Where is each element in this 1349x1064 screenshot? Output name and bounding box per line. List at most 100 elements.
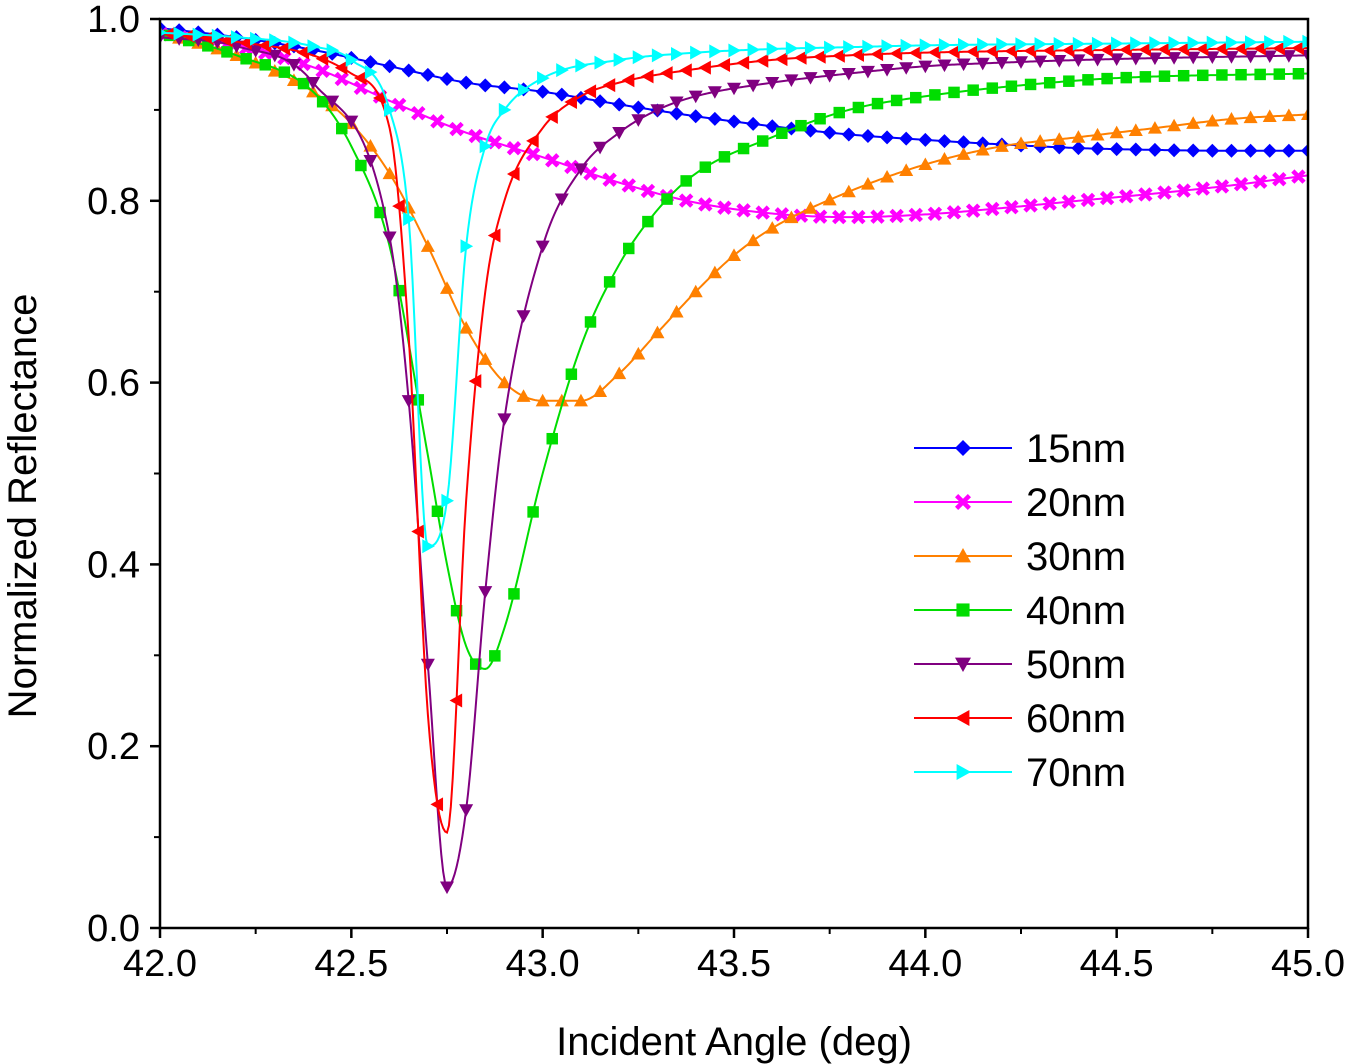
data-point-60nm bbox=[1214, 41, 1228, 56]
data-point-20nm bbox=[583, 166, 598, 181]
data-point-70nm bbox=[594, 55, 608, 70]
data-point-60nm bbox=[774, 52, 788, 67]
data-point-15nm bbox=[918, 132, 933, 147]
legend-item-30nm: 30nm bbox=[914, 535, 1126, 579]
data-point-30nm bbox=[612, 366, 627, 380]
data-point-15nm bbox=[1090, 141, 1105, 156]
data-point-15nm bbox=[937, 134, 952, 149]
data-point-70nm bbox=[1015, 37, 1028, 52]
legend-item-50nm: 50nm bbox=[914, 643, 1126, 687]
data-point-40nm bbox=[374, 206, 386, 219]
data-point-60nm bbox=[717, 58, 731, 73]
data-point-30nm bbox=[478, 352, 493, 365]
data-point-50nm bbox=[1186, 51, 1201, 65]
data-point-50nm bbox=[306, 77, 321, 90]
legend-swatch-marker bbox=[955, 494, 971, 510]
data-point-20nm bbox=[411, 106, 426, 121]
data-point-15nm bbox=[631, 100, 646, 115]
data-point-15nm bbox=[880, 130, 895, 145]
data-point-60nm bbox=[487, 228, 501, 243]
data-point-50nm bbox=[248, 45, 263, 58]
data-point-40nm bbox=[221, 46, 233, 58]
data-point-30nm bbox=[803, 201, 818, 214]
data-point-60nm bbox=[334, 60, 348, 75]
data-point-50nm bbox=[899, 62, 914, 75]
data-point-30nm bbox=[1205, 113, 1220, 127]
data-point-20nm bbox=[1004, 200, 1019, 215]
legend-swatch-marker bbox=[956, 603, 970, 617]
data-point-60nm bbox=[889, 46, 903, 61]
data-point-70nm bbox=[1245, 35, 1258, 50]
data-point-50nm bbox=[420, 658, 435, 672]
data-point-15nm bbox=[420, 67, 435, 82]
data-point-60nm bbox=[277, 41, 290, 56]
data-point-40nm bbox=[1235, 68, 1247, 81]
data-point-70nm bbox=[288, 35, 301, 50]
data-point-40nm bbox=[1101, 72, 1113, 85]
data-point-30nm bbox=[1109, 125, 1124, 139]
data-point-20nm bbox=[1080, 192, 1096, 208]
data-point-20nm bbox=[1195, 181, 1210, 196]
data-point-30nm bbox=[765, 221, 780, 234]
data-point-15nm bbox=[1147, 142, 1162, 157]
data-point-15nm bbox=[554, 87, 569, 102]
data-point-50nm bbox=[497, 413, 512, 426]
data-point-40nm bbox=[642, 215, 654, 228]
data-point-50nm bbox=[688, 90, 703, 104]
data-point-30nm bbox=[401, 200, 416, 214]
data-point-60nm bbox=[1042, 43, 1056, 58]
data-point-70nm bbox=[651, 48, 665, 63]
data-point-15nm bbox=[899, 131, 914, 146]
data-point-20nm bbox=[1099, 190, 1115, 206]
data-point-50nm bbox=[363, 155, 378, 168]
data-point-30nm bbox=[707, 265, 722, 279]
data-point-30nm bbox=[1033, 134, 1048, 147]
data-point-50nm bbox=[631, 114, 646, 127]
data-point-20nm bbox=[1157, 185, 1172, 200]
data-point-70nm bbox=[1149, 36, 1162, 51]
data-point-40nm bbox=[297, 77, 310, 90]
series-50nm bbox=[160, 31, 1308, 895]
data-point-15nm bbox=[401, 63, 416, 78]
data-point-15nm bbox=[707, 111, 722, 126]
data-point-30nm bbox=[956, 147, 971, 160]
legend-label: 70nm bbox=[1026, 751, 1126, 795]
data-point-15nm bbox=[1224, 143, 1239, 158]
data-point-15nm bbox=[841, 127, 856, 142]
data-point-40nm bbox=[584, 316, 597, 328]
data-point-20nm bbox=[832, 209, 847, 225]
data-point-50nm bbox=[612, 127, 627, 140]
data-point-30nm bbox=[975, 142, 990, 156]
data-point-20nm bbox=[1042, 196, 1057, 211]
data-point-50nm bbox=[382, 231, 397, 245]
data-point-40nm bbox=[910, 91, 922, 104]
data-point-70nm bbox=[192, 27, 206, 42]
data-point-70nm bbox=[307, 39, 321, 54]
data-point-60nm bbox=[1253, 41, 1266, 56]
data-point-70nm bbox=[843, 40, 856, 55]
data-point-40nm bbox=[814, 112, 826, 125]
x-tick-label: 45.0 bbox=[1271, 943, 1345, 985]
data-point-30nm bbox=[688, 284, 703, 298]
data-point-30nm bbox=[1167, 118, 1182, 132]
data-point-30nm bbox=[746, 233, 761, 247]
data-point-15nm bbox=[459, 75, 474, 90]
data-point-70nm bbox=[900, 38, 914, 53]
data-point-60nm bbox=[679, 63, 692, 78]
data-point-70nm bbox=[1053, 37, 1067, 52]
data-point-50nm bbox=[1071, 54, 1086, 68]
data-point-30nm bbox=[1224, 111, 1239, 125]
data-point-70nm bbox=[1111, 36, 1124, 51]
series-layer bbox=[160, 21, 1308, 895]
data-point-60nm bbox=[1157, 42, 1171, 57]
y-tick-label: 0.2 bbox=[87, 726, 140, 768]
data-point-20nm bbox=[315, 63, 330, 78]
data-point-60nm bbox=[506, 166, 520, 181]
data-point-50nm bbox=[573, 163, 588, 176]
data-point-40nm bbox=[1216, 69, 1228, 81]
data-point-20nm bbox=[353, 80, 369, 95]
data-point-40nm bbox=[776, 127, 788, 139]
data-point-60nm bbox=[1291, 41, 1305, 56]
data-point-60nm bbox=[660, 66, 673, 81]
data-point-60nm bbox=[602, 78, 616, 93]
